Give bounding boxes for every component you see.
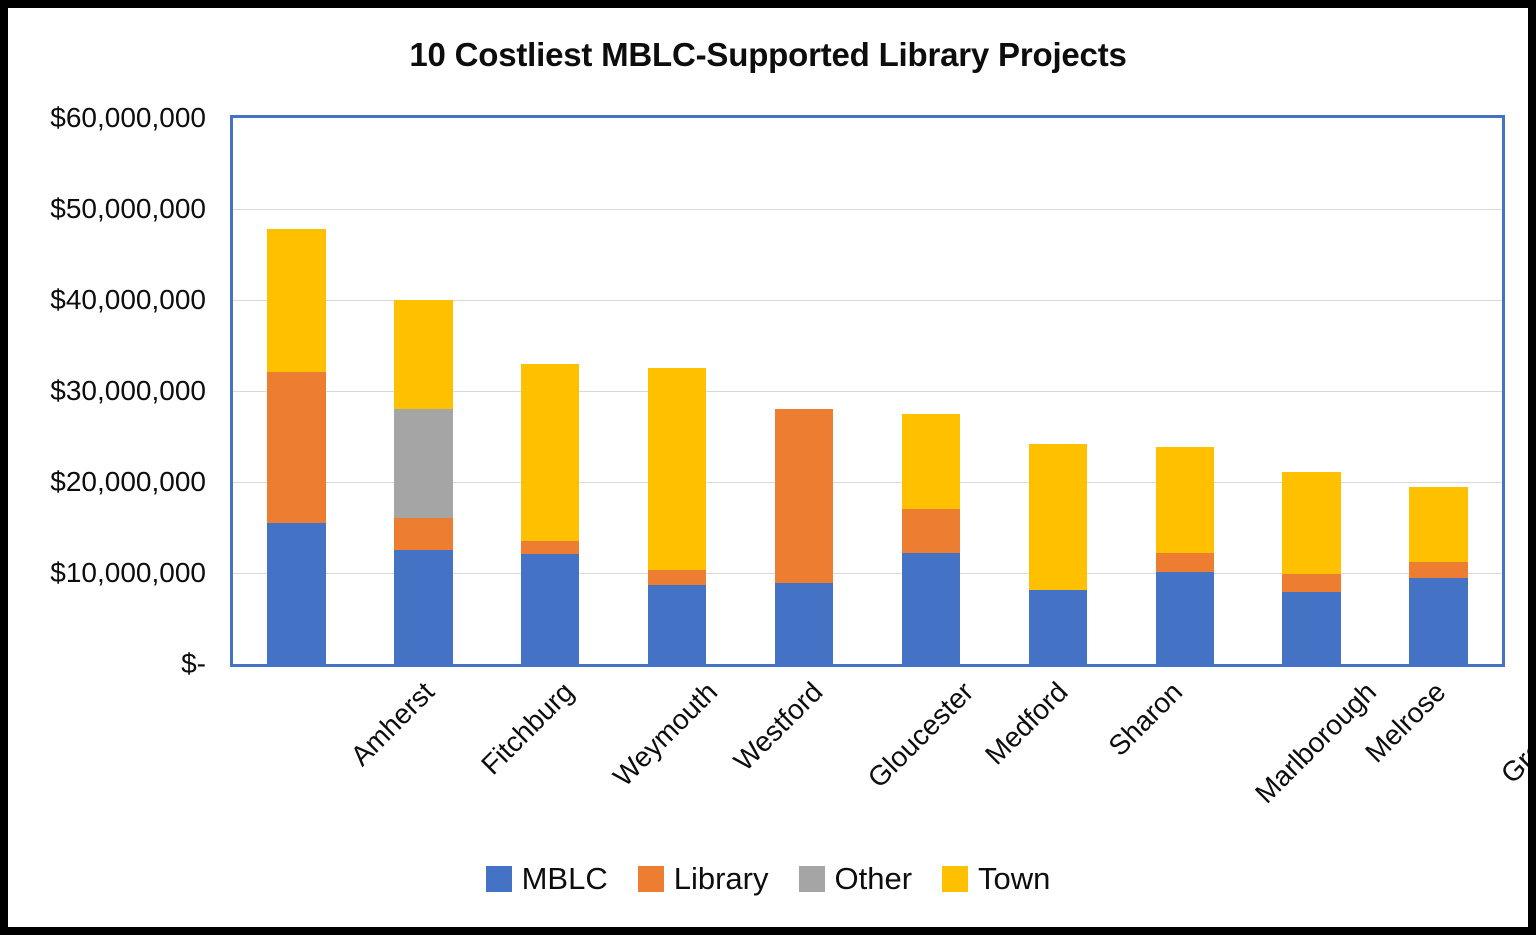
bar-segment-library[interactable] — [1282, 573, 1341, 593]
gridline — [233, 573, 1502, 574]
bar-segment-library[interactable] — [521, 541, 580, 554]
gridline — [233, 391, 1502, 392]
x-axis-tick-label: Weymouth — [607, 676, 724, 793]
x-axis-tick-label: Westford — [727, 676, 829, 777]
bar-segment-mblc[interactable] — [1282, 592, 1341, 664]
bar-segment-library[interactable] — [901, 509, 961, 553]
legend-swatch-icon — [798, 865, 825, 892]
bar-segment-town[interactable] — [647, 368, 707, 571]
bar-group[interactable] — [1155, 118, 1214, 664]
legend-item-library[interactable]: Library — [637, 861, 769, 896]
bar-segment-library[interactable] — [267, 371, 326, 523]
bar-group[interactable] — [1409, 118, 1468, 664]
legend-item-other[interactable]: Other — [798, 861, 913, 896]
bar-segment-mblc[interactable] — [1409, 578, 1468, 664]
y-axis: $60,000,000 $50,000,000 $40,000,000 $30,000… — [8, 102, 218, 679]
legend-label: Other — [834, 861, 913, 896]
legend-label: Town — [978, 861, 1051, 896]
bar-series-container — [233, 118, 1502, 664]
bar-segment-town[interactable] — [1028, 443, 1088, 591]
y-axis-tick-label: $50,000,000 — [50, 193, 206, 224]
x-axis: Amherst Fitchburg Weymouth Westford Gloucest… — [233, 670, 1528, 830]
x-axis-tick-label: Medford — [979, 676, 1074, 771]
x-axis-tick-label: Gloucester — [861, 676, 980, 794]
bar-group[interactable] — [1028, 118, 1088, 664]
gridline — [233, 300, 1502, 301]
bar-group[interactable] — [267, 118, 326, 664]
bar-segment-mblc[interactable] — [774, 583, 834, 664]
x-axis-tick-label: Greenfield — [1494, 676, 1528, 790]
bar-stack — [901, 413, 961, 664]
bar-segment-town[interactable] — [1409, 487, 1468, 563]
bar-segment-library[interactable] — [647, 570, 707, 585]
bar-segment-mblc[interactable] — [267, 522, 326, 664]
legend-label: Library — [673, 861, 769, 896]
bar-stack — [774, 409, 834, 664]
y-axis-tick-label: $10,000,000 — [50, 557, 206, 588]
bar-segment-library[interactable] — [774, 409, 834, 584]
bar-segment-mblc[interactable] — [521, 553, 580, 664]
bar-segment-town[interactable] — [394, 300, 453, 410]
y-axis-tick-label: $30,000,000 — [50, 375, 206, 406]
bar-stack — [1028, 443, 1088, 664]
gridline — [233, 482, 1502, 483]
x-axis-tick-label: Amherst — [344, 676, 441, 772]
y-axis-tick-label: $20,000,000 — [50, 466, 206, 497]
bar-stack — [1409, 487, 1468, 664]
legend-item-town[interactable]: Town — [942, 863, 1050, 894]
bar-segment-town[interactable] — [1155, 447, 1214, 553]
bar-segment-library[interactable] — [394, 518, 453, 551]
gridline — [233, 664, 1502, 665]
y-axis-tick-label: $60,000,000 — [50, 102, 206, 133]
bar-segment-mblc[interactable] — [394, 550, 453, 664]
x-axis-tick-label: Fitchburg — [475, 676, 580, 781]
legend-swatch-icon — [485, 865, 512, 892]
bar-group[interactable] — [1282, 118, 1341, 664]
bar-group[interactable] — [521, 118, 580, 664]
bar-stack — [647, 368, 707, 664]
chart-legend: MBLC Library Other Town — [8, 863, 1528, 894]
bar-stack — [267, 229, 326, 664]
bar-group[interactable] — [394, 118, 453, 664]
bar-stack — [521, 363, 580, 664]
bar-stack — [1155, 447, 1214, 664]
legend-label: MBLC — [521, 861, 608, 896]
bar-segment-town[interactable] — [901, 413, 961, 510]
gridline — [233, 209, 1502, 210]
legend-swatch-icon — [637, 865, 664, 892]
y-axis-tick-label: $40,000,000 — [50, 284, 206, 315]
page-title: 10 Costliest MBLC-Supported Library Proj… — [409, 36, 1127, 73]
bar-group[interactable] — [901, 118, 961, 664]
bar-segment-library[interactable] — [1409, 562, 1468, 579]
bar-stack — [394, 300, 453, 664]
bar-segment-mblc[interactable] — [1028, 590, 1088, 664]
chart-page: 10 Costliest MBLC-Supported Library Proj… — [8, 8, 1528, 927]
bar-segment-mblc[interactable] — [647, 584, 707, 664]
bar-segment-town[interactable] — [1282, 472, 1341, 574]
y-axis-tick-label: $- — [181, 648, 206, 679]
x-axis-tick-label: Sharon — [1102, 676, 1189, 762]
bar-group[interactable] — [647, 118, 707, 664]
legend-swatch-icon — [942, 865, 969, 892]
bar-group[interactable] — [774, 118, 834, 664]
bar-segment-other[interactable] — [394, 409, 453, 519]
legend-item-mblc[interactable]: MBLC — [485, 861, 608, 896]
bar-segment-mblc[interactable] — [1155, 572, 1214, 664]
bar-segment-town[interactable] — [267, 229, 326, 372]
bar-segment-mblc[interactable] — [901, 552, 961, 664]
bar-segment-town[interactable] — [521, 363, 580, 542]
bar-segment-library[interactable] — [1155, 552, 1214, 573]
bar-stack — [1282, 472, 1341, 664]
